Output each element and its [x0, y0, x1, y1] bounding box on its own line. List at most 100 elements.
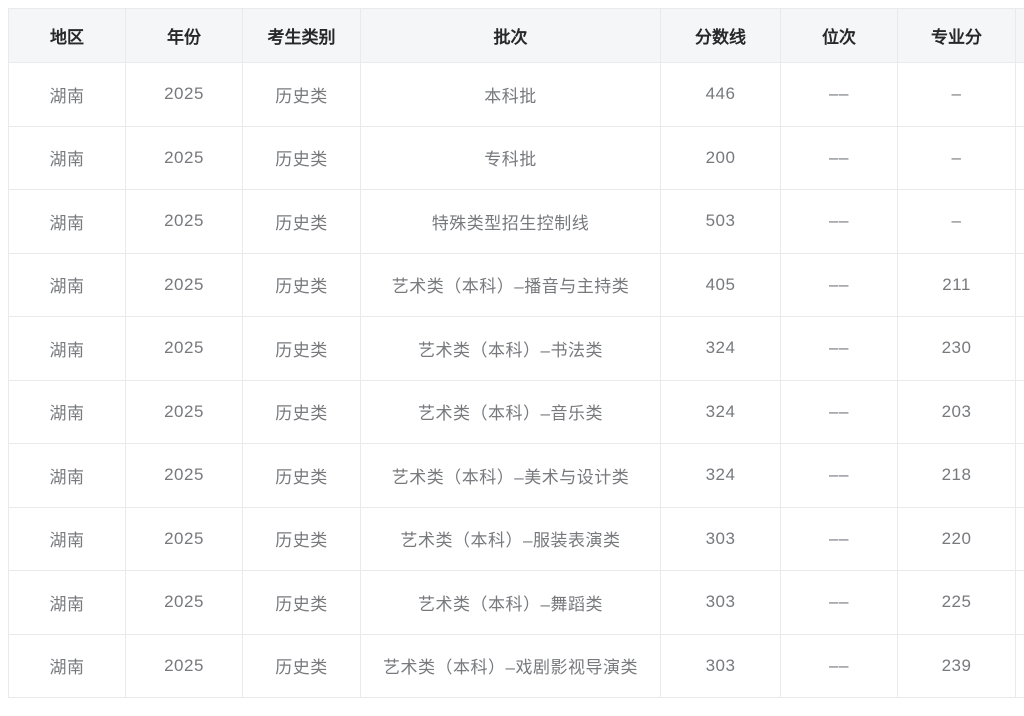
- score-table-container: 地区 年份 考生类别 批次 分数线 位次 专业分 湖南 2025 历史类 本科批…: [8, 8, 1024, 716]
- table-row: 湖南 2025 历史类 艺术类（本科）–服装表演类 303 –– 220: [8, 506, 1024, 571]
- cell-year: 2025: [125, 570, 243, 635]
- cell-score-line: 324: [660, 443, 781, 508]
- cell-cutoff: [1015, 252, 1024, 317]
- cell-year: 2025: [125, 506, 243, 571]
- cell-category: 历史类: [242, 62, 361, 127]
- cell-cutoff: [1015, 506, 1024, 571]
- cell-cutoff: [1015, 570, 1024, 635]
- cell-major-score: –: [897, 62, 1016, 127]
- cell-cutoff: [1015, 189, 1024, 254]
- cell-batch: 艺术类（本科）–书法类: [360, 316, 661, 381]
- cell-score-line: 503: [660, 189, 781, 254]
- cell-year: 2025: [125, 316, 243, 381]
- cell-region: 湖南: [8, 316, 126, 381]
- cell-rank: ––: [780, 62, 898, 127]
- cell-rank: ––: [780, 570, 898, 635]
- cell-major-score: 239: [897, 633, 1016, 698]
- table-row: 湖南 2025 历史类 艺术类（本科）–美术与设计类 324 –– 218: [8, 443, 1024, 508]
- cell-rank: ––: [780, 633, 898, 698]
- cell-category: 历史类: [242, 125, 361, 190]
- table-row: 湖南 2025 历史类 艺术类（本科）–戏剧影视导演类 303 –– 239: [8, 633, 1024, 698]
- column-header-category: 考生类别: [242, 8, 361, 63]
- score-line-table: 地区 年份 考生类别 批次 分数线 位次 专业分 湖南 2025 历史类 本科批…: [8, 8, 1024, 698]
- cell-region: 湖南: [8, 443, 126, 508]
- cell-year: 2025: [125, 125, 243, 190]
- cell-batch: 艺术类（本科）–服装表演类: [360, 506, 661, 571]
- cell-cutoff: [1015, 316, 1024, 381]
- cell-category: 历史类: [242, 252, 361, 317]
- cell-region: 湖南: [8, 506, 126, 571]
- cell-batch: 艺术类（本科）–舞蹈类: [360, 570, 661, 635]
- column-header-year: 年份: [125, 8, 243, 63]
- cell-category: 历史类: [242, 506, 361, 571]
- header-row: 地区 年份 考生类别 批次 分数线 位次 专业分: [8, 8, 1024, 63]
- cell-score-line: 324: [660, 316, 781, 381]
- table-row: 湖南 2025 历史类 艺术类（本科）–舞蹈类 303 –– 225: [8, 570, 1024, 635]
- cell-score-line: 200: [660, 125, 781, 190]
- cell-batch: 专科批: [360, 125, 661, 190]
- table-row: 湖南 2025 历史类 专科批 200 –– –: [8, 125, 1024, 190]
- cell-batch: 艺术类（本科）–音乐类: [360, 379, 661, 444]
- cell-major-score: –: [897, 189, 1016, 254]
- cell-year: 2025: [125, 189, 243, 254]
- cell-year: 2025: [125, 62, 243, 127]
- cell-category: 历史类: [242, 316, 361, 381]
- cell-year: 2025: [125, 633, 243, 698]
- cell-batch: 本科批: [360, 62, 661, 127]
- cell-major-score: 218: [897, 443, 1016, 508]
- cell-cutoff: [1015, 125, 1024, 190]
- cell-score-line: 324: [660, 379, 781, 444]
- cell-region: 湖南: [8, 125, 126, 190]
- column-header-batch: 批次: [360, 8, 661, 63]
- cell-region: 湖南: [8, 633, 126, 698]
- cell-major-score: 211: [897, 252, 1016, 317]
- column-header-rank: 位次: [780, 8, 898, 63]
- cell-category: 历史类: [242, 443, 361, 508]
- cell-year: 2025: [125, 443, 243, 508]
- column-header-cutoff: [1015, 8, 1024, 63]
- cell-rank: ––: [780, 316, 898, 381]
- cell-region: 湖南: [8, 570, 126, 635]
- cell-batch: 艺术类（本科）–美术与设计类: [360, 443, 661, 508]
- cell-rank: ––: [780, 379, 898, 444]
- cell-category: 历史类: [242, 189, 361, 254]
- cell-year: 2025: [125, 379, 243, 444]
- cell-category: 历史类: [242, 570, 361, 635]
- cell-region: 湖南: [8, 252, 126, 317]
- cell-rank: ––: [780, 443, 898, 508]
- cell-cutoff: [1015, 443, 1024, 508]
- cell-rank: ––: [780, 252, 898, 317]
- cell-cutoff: [1015, 633, 1024, 698]
- cell-major-score: –: [897, 125, 1016, 190]
- cell-rank: ––: [780, 189, 898, 254]
- cell-score-line: 303: [660, 633, 781, 698]
- cell-cutoff: [1015, 62, 1024, 127]
- table-row: 湖南 2025 历史类 艺术类（本科）–音乐类 324 –– 203: [8, 379, 1024, 444]
- cell-year: 2025: [125, 252, 243, 317]
- cell-category: 历史类: [242, 633, 361, 698]
- cell-score-line: 405: [660, 252, 781, 317]
- column-header-score-line: 分数线: [660, 8, 781, 63]
- table-row: 湖南 2025 历史类 本科批 446 –– –: [8, 62, 1024, 127]
- cell-region: 湖南: [8, 189, 126, 254]
- cell-major-score: 230: [897, 316, 1016, 381]
- column-header-major-score: 专业分: [897, 8, 1016, 63]
- cell-category: 历史类: [242, 379, 361, 444]
- cell-major-score: 225: [897, 570, 1016, 635]
- cell-major-score: 220: [897, 506, 1016, 571]
- cell-score-line: 303: [660, 570, 781, 635]
- column-header-region: 地区: [8, 8, 126, 63]
- cell-batch: 艺术类（本科）–播音与主持类: [360, 252, 661, 317]
- cell-major-score: 203: [897, 379, 1016, 444]
- table-row: 湖南 2025 历史类 艺术类（本科）–播音与主持类 405 –– 211: [8, 252, 1024, 317]
- cell-cutoff: [1015, 379, 1024, 444]
- cell-region: 湖南: [8, 379, 126, 444]
- cell-rank: ––: [780, 506, 898, 571]
- cell-score-line: 303: [660, 506, 781, 571]
- cell-score-line: 446: [660, 62, 781, 127]
- table-row: 湖南 2025 历史类 特殊类型招生控制线 503 –– –: [8, 189, 1024, 254]
- table-row: 湖南 2025 历史类 艺术类（本科）–书法类 324 –– 230: [8, 316, 1024, 381]
- cell-rank: ––: [780, 125, 898, 190]
- cell-batch: 艺术类（本科）–戏剧影视导演类: [360, 633, 661, 698]
- cell-region: 湖南: [8, 62, 126, 127]
